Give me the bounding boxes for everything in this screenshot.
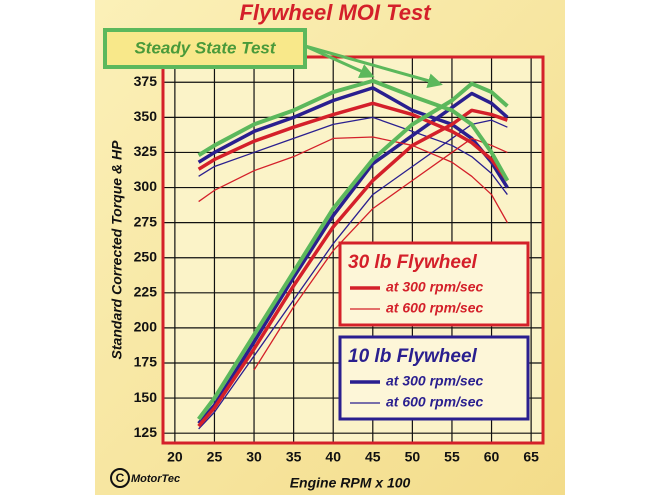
x-axis-label: Engine RPM x 100	[290, 475, 411, 491]
logo-mark: C	[116, 471, 125, 485]
logo: MotorTec	[131, 473, 180, 485]
x-tick-label: 35	[286, 449, 302, 465]
data-line	[198, 136, 508, 223]
y-tick-label: 200	[134, 319, 158, 335]
legend-label: at 600 rpm/sec	[386, 394, 483, 410]
y-tick-label: 225	[134, 284, 158, 300]
y-tick-label: 250	[134, 248, 158, 264]
annotation-box	[103, 28, 307, 69]
data-line	[197, 81, 509, 421]
y-tick-label: 375	[134, 73, 158, 89]
chart-title: Flywheel MOI Test	[239, 0, 432, 25]
data-line	[197, 108, 508, 428]
annotation-arrow	[304, 44, 443, 88]
data-line	[198, 119, 508, 430]
annotation-arrow	[304, 44, 375, 78]
legend-label: at 300 rpm/sec	[386, 279, 483, 295]
annotation-text: Steady State Test	[134, 38, 276, 57]
y-tick-label: 125	[134, 424, 158, 440]
y-tick-label: 175	[134, 354, 158, 370]
x-tick-label: 25	[207, 449, 223, 465]
data-line	[197, 91, 509, 425]
x-tick-label: 65	[523, 449, 539, 465]
y-tick-label: 300	[134, 178, 158, 194]
x-tick-label: 50	[405, 449, 421, 465]
data-line	[198, 116, 508, 195]
x-tick-label: 55	[444, 449, 460, 465]
logo-circle	[110, 468, 130, 488]
legend-label: at 300 rpm/sec	[386, 373, 483, 389]
y-tick-label: 275	[134, 213, 158, 229]
legend-box	[338, 335, 530, 421]
legend-box	[338, 241, 530, 327]
plot-frame	[161, 55, 545, 445]
legend-label: at 600 rpm/sec	[386, 300, 483, 316]
y-tick-label: 350	[134, 108, 158, 124]
x-tick-label: 30	[246, 449, 262, 465]
legend-title: 10 lb Flywheel	[348, 346, 478, 367]
legend-title: 30 lb Flywheel	[348, 252, 478, 273]
data-line	[197, 78, 510, 182]
y-axis-label: Standard Corrected Torque & HP	[109, 140, 125, 360]
y-tick-label: 150	[134, 389, 158, 405]
x-tick-label: 45	[365, 449, 381, 465]
x-tick-label: 20	[167, 449, 183, 465]
data-line	[197, 101, 509, 182]
y-tick-label: 325	[134, 143, 158, 159]
x-tick-label: 40	[325, 449, 341, 465]
x-tick-label: 60	[484, 449, 500, 465]
